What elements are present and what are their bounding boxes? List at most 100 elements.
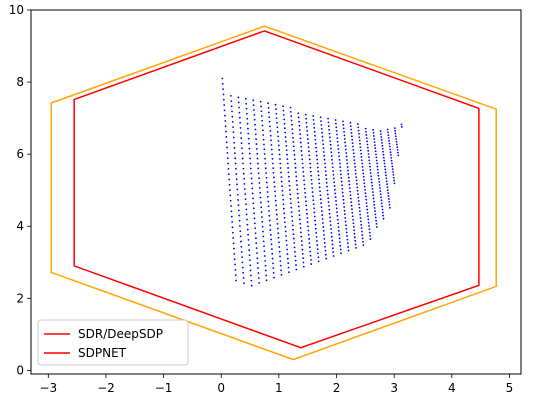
scatter-point — [389, 206, 391, 209]
scatter-point — [263, 250, 266, 253]
scatter-point — [330, 155, 333, 157]
scatter-point — [341, 188, 344, 190]
scatter-point — [261, 124, 264, 127]
scatter-point — [320, 202, 323, 205]
scatter-point — [371, 188, 374, 190]
scatter-point — [275, 209, 278, 211]
scatter-point — [361, 165, 364, 168]
scatter-point — [252, 104, 255, 107]
scatter-point — [242, 282, 245, 285]
scatter-point — [270, 148, 273, 151]
scatter-point — [388, 203, 391, 206]
scatter-point — [321, 139, 324, 142]
scatter-point — [286, 153, 288, 156]
scatter-point — [246, 218, 248, 221]
scatter-point — [296, 192, 299, 195]
scatter-point — [327, 121, 330, 124]
scatter-point — [360, 227, 363, 230]
scatter-point — [300, 240, 303, 242]
scatter-point — [284, 136, 287, 138]
scatter-point — [384, 168, 387, 171]
scatter-point — [266, 186, 269, 189]
scatter-point — [318, 186, 321, 189]
scatter-point — [288, 271, 290, 274]
scatter-point — [375, 222, 378, 225]
scatter-point — [393, 127, 396, 129]
scatter-point — [257, 272, 260, 274]
scatter-point — [320, 120, 322, 123]
scatter-point — [348, 183, 351, 186]
scatter-point — [387, 195, 390, 197]
scatter-point — [238, 219, 241, 222]
scatter-point — [275, 213, 278, 216]
scatter-point — [362, 244, 365, 247]
scatter-point — [257, 167, 260, 170]
scatter-point — [222, 88, 225, 91]
scatter-point — [241, 152, 244, 155]
scatter-point — [295, 264, 297, 266]
scatter-point — [388, 139, 390, 142]
scatter-point — [354, 243, 357, 246]
scatter-point — [267, 200, 270, 203]
scatter-point — [393, 179, 396, 182]
scatter-point — [253, 212, 255, 215]
scatter-point — [244, 198, 247, 201]
scatter-point — [356, 123, 359, 125]
scatter-point — [276, 218, 279, 221]
scatter-point — [366, 146, 369, 149]
scatter-point — [234, 162, 237, 165]
scatter-point — [322, 143, 325, 146]
scatter-point — [262, 235, 265, 238]
scatter-point — [233, 141, 236, 144]
scatter-point — [238, 116, 241, 119]
scatter-point — [250, 274, 252, 277]
scatter-point — [347, 249, 350, 252]
scatter-point — [242, 277, 245, 279]
scatter-point — [289, 111, 292, 113]
scatter-point — [265, 274, 268, 277]
scatter-point — [284, 131, 287, 134]
scatter-point — [380, 139, 383, 141]
scatter-point — [337, 151, 340, 154]
scatter-point — [233, 147, 236, 149]
scatter-point — [279, 167, 282, 169]
polygon-outlines — [50, 25, 497, 361]
scatter-point — [307, 225, 309, 228]
scatter-point — [360, 223, 363, 226]
scatter-point — [244, 193, 247, 195]
scatter-point — [264, 162, 267, 165]
scatter-point — [372, 135, 375, 137]
scatter-point — [307, 138, 309, 140]
scatter-point — [337, 144, 339, 147]
scatter-point — [309, 250, 312, 253]
scatter-point — [269, 229, 272, 231]
scatter-point — [393, 182, 396, 185]
scatter-point — [246, 122, 249, 125]
scatter-point — [356, 186, 359, 189]
scatter-point — [273, 176, 275, 179]
scatter-point — [279, 264, 282, 267]
scatter-point — [237, 96, 240, 99]
scatter-point — [282, 207, 285, 210]
scatter-point — [232, 242, 235, 245]
scatter-point — [282, 203, 285, 206]
scatter-point — [298, 129, 301, 131]
scatter-point — [331, 243, 334, 246]
scatter-point — [273, 276, 275, 279]
scatter-point — [381, 211, 384, 214]
scatter-point — [221, 77, 224, 80]
scatter-point — [292, 145, 295, 148]
scatter-point — [357, 129, 360, 132]
scatter-point — [255, 148, 258, 150]
scatter-point — [292, 141, 295, 143]
scatter-point — [270, 243, 273, 246]
scatter-point — [242, 172, 245, 175]
scatter-point — [234, 268, 237, 271]
scatter-point — [246, 117, 249, 120]
scatter-point — [240, 240, 242, 243]
scatter-point — [287, 171, 290, 174]
y-tick-label: 4 — [16, 219, 24, 233]
scatter-point — [331, 158, 333, 161]
scatter-point — [395, 143, 398, 146]
scatter-point — [383, 165, 386, 168]
